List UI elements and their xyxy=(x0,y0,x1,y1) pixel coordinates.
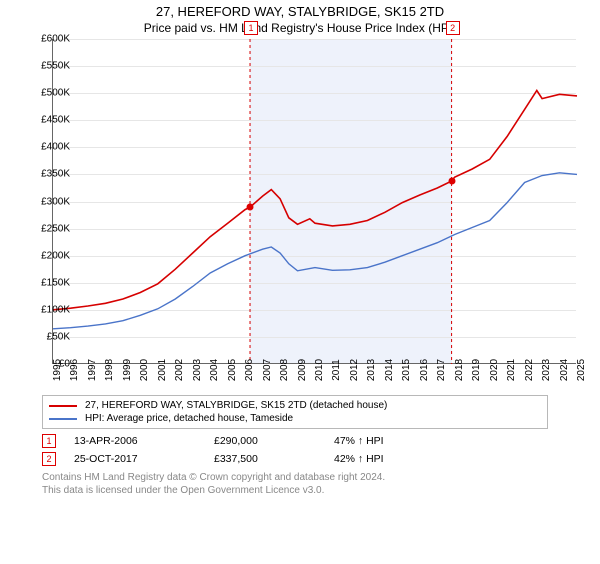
event-pct: 47% ↑ HPI xyxy=(334,435,384,447)
x-tick-label: 2021 xyxy=(506,359,517,381)
legend-item: HPI: Average price, detached house, Tame… xyxy=(49,412,541,425)
y-tick-label: £250K xyxy=(30,223,70,234)
chart-container: 27, HEREFORD WAY, STALYBRIDGE, SK15 2TD … xyxy=(0,4,600,564)
x-tick-label: 2019 xyxy=(471,359,482,381)
series-line xyxy=(53,91,577,310)
x-tick-label: 2017 xyxy=(436,359,447,381)
y-tick-label: £50K xyxy=(30,331,70,342)
x-tick-label: 2013 xyxy=(366,359,377,381)
x-tick-label: 2022 xyxy=(524,359,535,381)
x-tick-label: 2003 xyxy=(192,359,203,381)
x-tick-label: 2008 xyxy=(279,359,290,381)
event-table: 1 13-APR-2006£290,00047% ↑ HPI 2 25-OCT-201… xyxy=(42,432,542,468)
y-tick-label: £500K xyxy=(30,88,70,99)
y-tick-label: £0 xyxy=(30,359,70,370)
event-row: 1 13-APR-2006£290,00047% ↑ HPI xyxy=(42,432,542,450)
x-tick-label: 1997 xyxy=(87,359,98,381)
x-tick-label: 2005 xyxy=(227,359,238,381)
y-tick-label: £600K xyxy=(30,34,70,45)
x-tick-label: 2012 xyxy=(349,359,360,381)
line-svg xyxy=(53,39,577,364)
y-tick-label: £350K xyxy=(30,169,70,180)
event-row: 2 25-OCT-2017£337,50042% ↑ HPI xyxy=(42,450,542,468)
series-line xyxy=(53,173,577,329)
y-tick-label: £150K xyxy=(30,277,70,288)
y-tick-label: £200K xyxy=(30,250,70,261)
x-tick-label: 2020 xyxy=(489,359,500,381)
x-tick-label: 2014 xyxy=(384,359,395,381)
marker-label: 1 xyxy=(244,21,258,35)
x-tick-label: 2011 xyxy=(331,359,342,381)
event-marker-box: 2 xyxy=(42,452,56,466)
x-tick-label: 2007 xyxy=(262,359,273,381)
legend-swatch xyxy=(49,405,77,407)
x-tick-label: 2018 xyxy=(454,359,465,381)
x-tick-label: 2009 xyxy=(297,359,308,381)
copyright-line2: This data is licensed under the Open Gov… xyxy=(42,485,324,496)
event-price: £290,000 xyxy=(214,435,334,447)
legend-label: HPI: Average price, detached house, Tame… xyxy=(85,413,293,424)
x-tick-label: 2025 xyxy=(576,359,587,381)
chart-title: 27, HEREFORD WAY, STALYBRIDGE, SK15 2TD xyxy=(0,4,600,19)
y-tick-label: £450K xyxy=(30,115,70,126)
x-tick-label: 1995 xyxy=(52,359,63,381)
legend-label: 27, HEREFORD WAY, STALYBRIDGE, SK15 2TD … xyxy=(85,400,387,411)
marker-dot xyxy=(448,178,455,185)
event-marker-box: 1 xyxy=(42,434,56,448)
x-tick-label: 2002 xyxy=(174,359,185,381)
event-price: £337,500 xyxy=(214,453,334,465)
x-tick-label: 2010 xyxy=(314,359,325,381)
x-tick-label: 2023 xyxy=(541,359,552,381)
x-tick-label: 2006 xyxy=(244,359,255,381)
x-tick-label: 2016 xyxy=(419,359,430,381)
legend-swatch xyxy=(49,418,77,420)
y-tick-label: £400K xyxy=(30,142,70,153)
x-tick-label: 2004 xyxy=(209,359,220,381)
x-tick-label: 1996 xyxy=(69,359,80,381)
x-tick-label: 2000 xyxy=(139,359,150,381)
x-tick-label: 2001 xyxy=(157,359,168,381)
legend-box: 27, HEREFORD WAY, STALYBRIDGE, SK15 2TD … xyxy=(42,395,548,429)
legend-item: 27, HEREFORD WAY, STALYBRIDGE, SK15 2TD … xyxy=(49,399,541,412)
x-tick-label: 1998 xyxy=(104,359,115,381)
marker-dot xyxy=(247,203,254,210)
event-date: 25-OCT-2017 xyxy=(74,453,214,465)
chart-area: 12 £0£50K£100K£150K£200K£250K£300K£350K£… xyxy=(40,39,600,389)
x-tick-label: 2015 xyxy=(401,359,412,381)
event-pct: 42% ↑ HPI xyxy=(334,453,384,465)
copyright-line1: Contains HM Land Registry data © Crown c… xyxy=(42,472,385,483)
plot-region: 12 xyxy=(52,39,576,364)
y-tick-label: £100K xyxy=(30,304,70,315)
y-tick-label: £550K xyxy=(30,61,70,72)
x-tick-label: 1999 xyxy=(122,359,133,381)
event-date: 13-APR-2006 xyxy=(74,435,214,447)
marker-label: 2 xyxy=(446,21,460,35)
x-tick-label: 2024 xyxy=(559,359,570,381)
y-tick-label: £300K xyxy=(30,196,70,207)
copyright-text: Contains HM Land Registry data © Crown c… xyxy=(42,472,542,497)
chart-subtitle: Price paid vs. HM Land Registry's House … xyxy=(0,21,600,35)
